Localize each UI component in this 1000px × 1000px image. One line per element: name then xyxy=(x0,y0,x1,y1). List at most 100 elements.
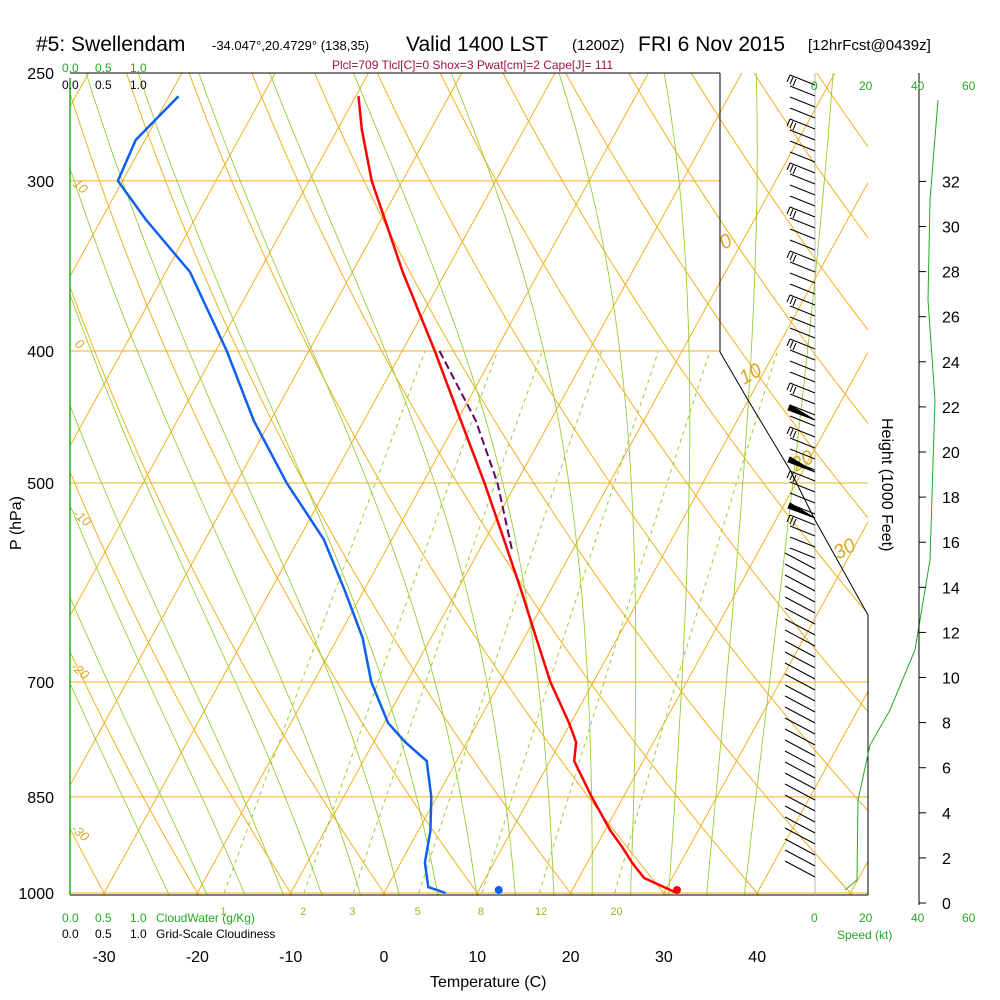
moist-adiabat-line xyxy=(70,596,208,895)
height-tick-label: 6 xyxy=(942,761,951,778)
wind-barb-feather xyxy=(789,252,794,261)
moist-adiabat-line xyxy=(70,293,323,895)
top-cloudiness-tick-2: 1.0 xyxy=(130,78,147,92)
dry-adiabat-line xyxy=(70,827,106,895)
wind-barb xyxy=(784,739,816,757)
surface-temperature-point xyxy=(672,886,681,894)
wind-barb xyxy=(784,794,816,812)
wind-barb-feather xyxy=(786,206,791,215)
moist-adiabat-line xyxy=(743,73,834,895)
wind-barb xyxy=(789,514,816,526)
wind-barb-feather xyxy=(792,298,797,307)
y-axis-label: P (hPa) xyxy=(8,496,25,550)
dry-adiabat-label: -20 xyxy=(68,659,93,683)
isotherm-line xyxy=(475,181,868,895)
wind-barb xyxy=(789,470,816,482)
wind-barb-feather xyxy=(792,430,797,439)
height-tick-label: 2 xyxy=(942,851,951,868)
wind-barb-feather xyxy=(786,118,791,127)
wind-barb-feather xyxy=(786,426,791,435)
mixing-ratio-label: 5 xyxy=(415,906,421,918)
wind-barb-feather xyxy=(792,386,797,395)
wind-barb-feather xyxy=(789,516,794,525)
chart-title-valid: Valid 1400 LST xyxy=(406,33,548,56)
wind-barb xyxy=(784,706,816,724)
x-axis-label: Temperature (C) xyxy=(430,974,546,991)
top-speed-tick-2: 40 xyxy=(911,79,925,93)
mixing-ratio-line xyxy=(352,350,543,894)
wind-barb-feather xyxy=(786,470,791,479)
wind-barb xyxy=(789,305,816,317)
wind-barb xyxy=(789,492,816,504)
isotherm-line xyxy=(662,520,868,895)
wind-barb xyxy=(789,250,816,262)
wind-barb xyxy=(784,717,816,735)
dewpoint-line xyxy=(116,95,447,895)
height-tick-label: 8 xyxy=(942,716,951,733)
wind-barb-feather xyxy=(792,518,797,527)
wind-barb xyxy=(789,173,816,185)
wind-barb xyxy=(784,750,816,768)
wind-barb xyxy=(784,640,816,658)
isotherm-line xyxy=(70,73,370,617)
height-tick-label: 0 xyxy=(942,896,951,913)
height-tick-label: 14 xyxy=(942,580,960,597)
dry-adiabat-line xyxy=(925,49,1000,922)
wind-barb xyxy=(789,371,816,383)
moist-adiabat-line xyxy=(558,73,637,895)
wind-barb-feather xyxy=(786,294,791,303)
pressure-tick-label: 250 xyxy=(27,66,54,83)
wind-barb-feather xyxy=(792,166,797,175)
wind-barb xyxy=(784,585,816,603)
wind-barb xyxy=(789,283,816,295)
bottom-speed-scale: 0 20 40 60 Speed (kt) xyxy=(811,911,976,942)
wind-barb xyxy=(789,338,816,350)
wind-barb xyxy=(789,140,816,152)
chart-title-station: #5: Swellendam xyxy=(36,33,185,56)
wind-barb xyxy=(789,195,816,207)
temperature-tick-label: 10 xyxy=(468,949,486,966)
wind-barb xyxy=(789,272,816,284)
wind-barb xyxy=(784,618,816,636)
dry-adiabat-line xyxy=(70,91,480,895)
wind-barb-feather xyxy=(786,162,791,171)
wind-barb xyxy=(789,426,816,438)
isotherm-line xyxy=(568,351,868,895)
wind-barb xyxy=(789,448,816,460)
cloudiness-label: Grid-Scale Cloudiness xyxy=(156,927,275,941)
wind-barb xyxy=(784,838,816,856)
wind-barb xyxy=(784,552,816,570)
moist-adiabat-line xyxy=(450,73,593,895)
height-tick-label: 12 xyxy=(942,625,960,642)
top-cloudiness-tick-1: 0.5 xyxy=(95,78,112,92)
moist-adiabat-line xyxy=(706,73,758,895)
isotherm-line xyxy=(70,73,183,278)
moist-adiabat-line xyxy=(70,504,246,895)
temperature-tick-label: 20 xyxy=(562,949,580,966)
wind-barb-feather xyxy=(789,208,794,217)
wind-barb xyxy=(784,816,816,834)
isotherm-line xyxy=(848,860,868,895)
bottom-cloudiness-tick-1: 0.5 xyxy=(95,927,112,941)
wind-barb xyxy=(784,684,816,702)
wind-barb xyxy=(789,107,816,119)
bottom-speed-tick-0: 0 xyxy=(811,911,818,925)
wind-barb-feather xyxy=(789,296,794,305)
chart-title-forecast: [12hrFcst@0439z] xyxy=(808,37,931,54)
wind-barb xyxy=(789,525,816,537)
dry-adiabat-line xyxy=(125,73,573,895)
isotherm-line xyxy=(289,73,743,895)
wind-barb xyxy=(784,761,816,779)
wind-barb xyxy=(784,607,816,625)
wind-barb-feather xyxy=(786,382,791,391)
dry-adiabat-line xyxy=(987,49,1000,922)
wind-barb-feather xyxy=(789,472,794,481)
height-tick-label: 4 xyxy=(942,806,951,823)
chart-indices: Plcl=709 Tlcl[C]=0 Shox=3 Pwat[cm]=2 Cap… xyxy=(332,58,613,72)
wind-barb xyxy=(789,217,816,229)
wind-barb xyxy=(789,415,816,427)
wind-barb-feather xyxy=(792,474,797,483)
dry-adiabat-line xyxy=(565,73,868,519)
chart-title-date: FRI 6 Nov 2015 xyxy=(638,33,785,56)
